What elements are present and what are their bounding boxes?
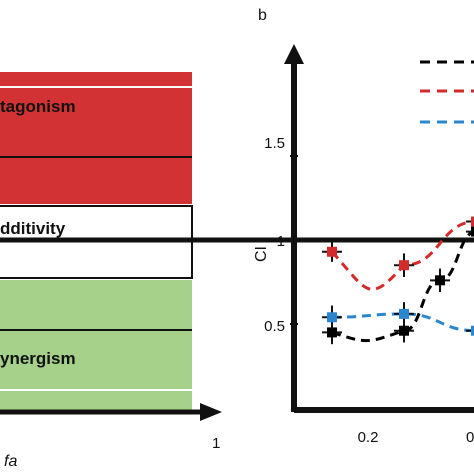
series-1-point: [399, 260, 409, 271]
series-0-point: [435, 275, 445, 286]
series-2-point: [327, 312, 337, 323]
additivity-label: dditivity: [0, 219, 66, 238]
antagonism-label: tagonism: [0, 97, 76, 116]
legend: [420, 60, 474, 124]
right-y-axis-arrowhead: [284, 44, 304, 64]
series-2-point: [399, 308, 409, 319]
panel-label-b: b: [258, 7, 267, 24]
x-tick-label-0.2: 0.2: [358, 429, 379, 446]
series-1-point: [471, 216, 474, 227]
left-x-axis-arrowhead: [200, 403, 222, 421]
left-panel: tagonism dditivity ynergism 1 fa: [0, 72, 474, 470]
series-0-point: [471, 226, 474, 237]
y-axis-title: CI: [253, 246, 270, 262]
y-ticks: [290, 155, 298, 325]
left-x-axis-title: fa: [4, 453, 17, 470]
series-0-point: [327, 327, 337, 338]
right-panel: b 0.5 1 1.5 0.2 0 CI: [253, 7, 474, 446]
synergism-region: [0, 280, 192, 410]
y-tick-label-1: 1: [277, 233, 285, 250]
antagonism-region: [0, 72, 192, 204]
plot-area: [322, 216, 474, 345]
y-tick-label-0.5: 0.5: [264, 318, 285, 335]
x-tick-label-0: 0: [466, 429, 474, 446]
series-2-point: [471, 325, 474, 336]
series-0-fit-curve: [331, 230, 474, 343]
synergism-label: ynergism: [0, 349, 76, 368]
series-0-point: [399, 325, 409, 336]
series-2-fit-curve: [331, 312, 474, 333]
left-x-tick-label: 1: [212, 435, 220, 452]
y-tick-label-1.5: 1.5: [264, 135, 285, 152]
series-1-point: [327, 246, 337, 257]
